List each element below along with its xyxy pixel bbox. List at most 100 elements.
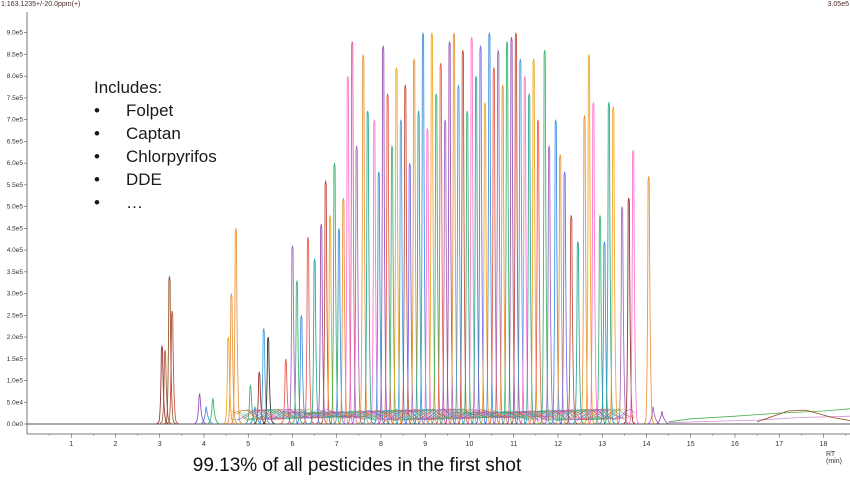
baseline-drift-trace — [756, 409, 850, 423]
y-tick-label: 3.5e5 — [7, 269, 24, 276]
chromatogram-peak — [200, 406, 213, 425]
chromatogram-peak — [315, 223, 328, 425]
chromatogram-peak — [616, 206, 629, 425]
x-tick-label: 18 — [820, 441, 828, 448]
chromatogram-peak — [156, 345, 169, 425]
chromatogram-peak — [333, 228, 346, 425]
annotation-item-label: … — [126, 193, 143, 212]
chromatogram-peak — [439, 119, 452, 425]
caption: 99.13% of all pesticides in the first sh… — [192, 455, 522, 476]
annotation-title: Includes: — [94, 78, 163, 97]
baseline-traces — [668, 408, 850, 424]
bullet-icon: • — [94, 170, 100, 189]
baseline-noise-trace — [256, 408, 603, 421]
includes-annotation: Includes: • Folpet • Captan • Chlorpyrifos • DD… — [94, 76, 217, 214]
y-tick-label: 5.5e5 — [7, 182, 24, 189]
x-tick-label: 6 — [291, 441, 295, 448]
chromatogram-peak — [643, 176, 656, 425]
chromatogram-peak — [225, 293, 238, 425]
chromatogram-peak — [395, 119, 408, 425]
annotation-item: • Chlorpyrifos — [94, 145, 217, 168]
chromatogram-peak — [404, 163, 417, 425]
annotation-item-label: DDE — [126, 170, 162, 189]
chromatogram-peak — [337, 197, 350, 425]
chromatogram-peak — [470, 76, 483, 425]
annotation-item-label: Folpet — [126, 101, 174, 120]
chromatogram-peak — [607, 106, 620, 425]
y-tick-label: 7.0e5 — [7, 117, 24, 124]
x-axis: 1 2 3 4 5 6 7 8 9 10 11 12 13 14 15 16 17 18 — [27, 423, 850, 448]
chromatogram-peak — [302, 236, 315, 425]
chromatogram-peak — [550, 119, 563, 425]
chromatogram-peak — [623, 197, 636, 425]
chromatogram-peak — [565, 215, 578, 425]
chromatogram-peak — [386, 145, 399, 425]
y-tick-label: 3.0e5 — [7, 291, 24, 298]
chromatogram-peak — [159, 350, 172, 425]
x-tick-label: 14 — [643, 441, 651, 448]
chromatogram-peak — [539, 50, 552, 425]
chromatogram-peak — [166, 310, 179, 425]
bullet-icon: • — [94, 124, 100, 143]
annotation-item: • Folpet — [94, 99, 217, 122]
x-tick-label: 15 — [687, 441, 695, 448]
chromatogram-peak — [603, 102, 616, 425]
chromatogram-peak — [587, 102, 600, 425]
chromatogram-peak — [554, 154, 567, 425]
chromatogram-peak — [207, 397, 220, 425]
x-tick-label: 2 — [114, 441, 118, 448]
y-axis: 0.0e0 5.0e4 1.0e5 1.5e5 2.0e5 2.5e5 3.0e5 3.5e5… — [7, 12, 28, 434]
chromatogram-peak — [479, 102, 492, 425]
annotation-item: • DDE — [94, 168, 217, 191]
x-tick-label: 10 — [466, 441, 474, 448]
y-tick-label: 5.0e4 — [7, 399, 24, 406]
chromatogram-peak — [373, 171, 386, 425]
trace-label: 1:163.1235+/-20.0ppm(+) — [1, 1, 81, 8]
y-tick-label: 2.0e5 — [7, 334, 24, 341]
x-tick-label: 9 — [423, 441, 427, 448]
y-tick-label: 7.5e5 — [7, 95, 24, 102]
y-tick-label: 1.5e5 — [7, 356, 24, 363]
baseline-noise-trace — [237, 408, 620, 421]
y-tick-label: 6.5e5 — [7, 138, 24, 145]
chromatogram-peak — [244, 384, 257, 425]
bullet-icon: • — [94, 147, 100, 166]
y-tick-label: 2.5e5 — [7, 312, 24, 319]
x-tick-label: 7 — [335, 441, 339, 448]
y-tick-label: 6.0e5 — [7, 160, 24, 167]
chromatogram-peak — [578, 115, 592, 425]
chromatogram-peak — [163, 276, 176, 425]
chromatogram-peak — [543, 145, 556, 425]
chromatogram-peak — [572, 241, 585, 425]
baseline-noise-trace — [263, 408, 620, 421]
chromatogram-peak — [627, 150, 640, 425]
y-tick-label: 9.0e5 — [7, 30, 24, 37]
chromatogram-peak — [351, 145, 364, 425]
chromatogram-peak — [505, 36, 519, 425]
y-tick-label: 8.0e5 — [7, 73, 24, 80]
chromatogram-peak — [324, 215, 337, 425]
annotation-list: • Folpet • Captan • Chlorpyrifos • DDE •… — [94, 99, 217, 214]
x-tick-label: 5 — [246, 441, 250, 448]
baseline-noise-trace — [256, 408, 629, 421]
x-tick-label: 4 — [202, 441, 206, 448]
baseline-drift-trace — [668, 415, 850, 424]
y-tick-label: 1.0e5 — [7, 378, 24, 385]
chromatogram-peak — [501, 41, 514, 425]
chromatogram-peak — [497, 84, 510, 425]
chromatogram-peak — [342, 76, 355, 425]
chromatogram-peak — [309, 258, 322, 425]
x-axis-title: RT (min) — [826, 451, 842, 465]
chromatogram-peak — [647, 406, 660, 425]
bullet-icon: • — [94, 193, 100, 212]
chromatogram-peak — [194, 393, 207, 425]
chromatogram-peak — [594, 215, 607, 425]
chromatogram-peak — [559, 171, 572, 425]
x-tick-label: 3 — [158, 441, 162, 448]
y-tick-label: 0.0e0 — [7, 421, 24, 428]
x-tick-label: 11 — [510, 441, 517, 448]
bullet-icon: • — [94, 101, 100, 120]
chromatogram-peak — [362, 110, 375, 425]
x-tick-label: 12 — [554, 441, 562, 448]
